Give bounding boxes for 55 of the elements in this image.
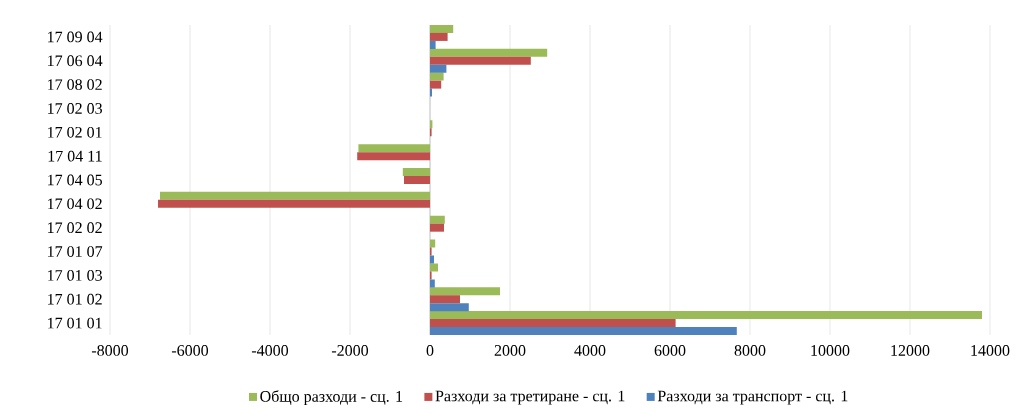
y-tick-label: 17 01 03 (48, 269, 102, 281)
y-tick-label: 17 02 01 (48, 126, 102, 138)
x-tick-label: 2000 (494, 345, 526, 356)
bar (430, 223, 444, 232)
y-tick-label: 17 06 04 (48, 55, 103, 67)
x-tick-label: 8000 (734, 345, 766, 356)
y-tick-label: 17 04 05 (48, 174, 102, 186)
bar (430, 255, 434, 264)
y-tick-label: 17 08 02 (48, 79, 102, 90)
bar (160, 191, 430, 200)
x-tick-label: 4000 (574, 345, 606, 356)
y-tick-label: 17 02 03 (48, 103, 102, 114)
y-tick-label: 17 04 02 (48, 198, 102, 210)
x-tick-label: 0 (426, 345, 434, 356)
x-tick-label: 6000 (654, 345, 686, 356)
bar (430, 48, 548, 57)
bar (430, 311, 982, 320)
y-tick-label: 17 04 11 (48, 150, 102, 162)
bar (430, 327, 737, 335)
bar (357, 152, 430, 161)
bar (430, 319, 676, 328)
x-tick-label: 14000 (971, 345, 1010, 356)
x-tick-label: 10000 (811, 345, 850, 356)
x-tick-label: 12000 (891, 345, 930, 356)
bar (430, 279, 435, 288)
y-tick-label: 17 02 02 (48, 222, 102, 234)
bar (430, 64, 447, 73)
x-tick-label: -4000 (251, 345, 289, 356)
legend-label: Общо разходи - сц. 1 (260, 390, 403, 406)
bar (430, 303, 469, 312)
x-tick-label: -6000 (171, 345, 209, 356)
legend-label: Разходи за транспорт - сц. 1 (657, 390, 848, 405)
x-tick-label: -2000 (331, 345, 369, 356)
bar (430, 56, 531, 65)
y-tick-label: 17 01 02 (48, 293, 102, 305)
bar (430, 72, 444, 81)
bar (430, 263, 438, 272)
y-tick-label: 17 09 04 (48, 31, 103, 43)
bar (430, 295, 461, 304)
bar (430, 25, 454, 33)
bar (430, 80, 442, 89)
bar (430, 32, 448, 41)
bar (430, 215, 445, 224)
bar (402, 168, 430, 176)
bar (404, 175, 430, 184)
bar (158, 199, 430, 208)
bar (430, 239, 436, 248)
bar (430, 287, 500, 296)
x-tick-label: -8000 (91, 345, 129, 356)
bar (358, 144, 430, 153)
legend-label: Разходи за третиране - сц. 1 (435, 390, 625, 405)
y-tick-label: 17 01 01 (48, 317, 102, 329)
y-tick-label: 17 01 07 (48, 246, 103, 257)
bar (430, 88, 433, 97)
bar (430, 40, 436, 49)
